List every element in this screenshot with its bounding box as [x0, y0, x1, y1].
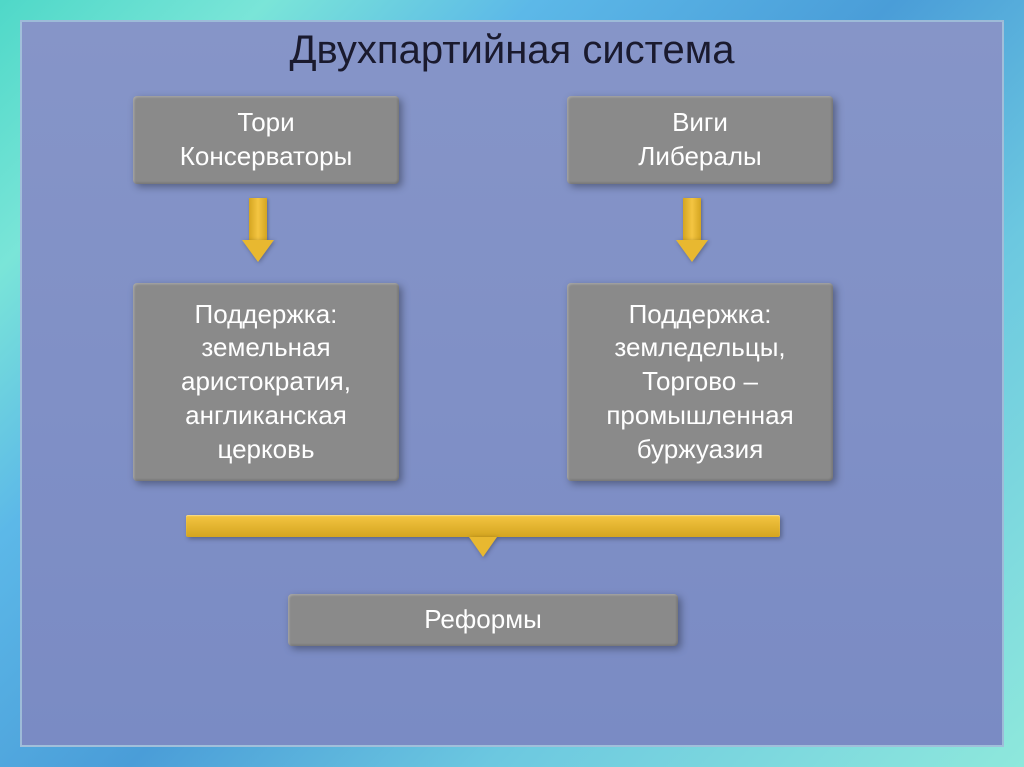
- box-support-right-text: Поддержка:земледельцы,Торгово –промышлен…: [606, 298, 793, 467]
- arrow-shaft: [249, 198, 267, 240]
- box-reforms: Реформы: [288, 594, 678, 646]
- arrow-head-icon: [676, 240, 708, 262]
- arrow-head-icon: [242, 240, 274, 262]
- box-support-left: Поддержка:земельнаяаристократия,англикан…: [133, 283, 399, 481]
- box-tori-text: ТориКонсерваторы: [180, 106, 353, 174]
- box-whigs-text: ВигиЛибералы: [638, 106, 761, 174]
- box-support-right: Поддержка:земледельцы,Торгово –промышлен…: [567, 283, 833, 481]
- box-whigs: ВигиЛибералы: [567, 96, 833, 184]
- box-tori: ТориКонсерваторы: [133, 96, 399, 184]
- connector-bar: [186, 515, 780, 537]
- diagram-title: Двухпартийная система: [0, 28, 1024, 73]
- box-reforms-text: Реформы: [424, 603, 542, 637]
- box-support-left-text: Поддержка:земельнаяаристократия,англикан…: [181, 298, 351, 467]
- diagram-content: Двухпартийная система ТориКонсерваторы В…: [0, 0, 1024, 767]
- connector-arrow-icon: [469, 537, 497, 557]
- arrow-shaft: [683, 198, 701, 240]
